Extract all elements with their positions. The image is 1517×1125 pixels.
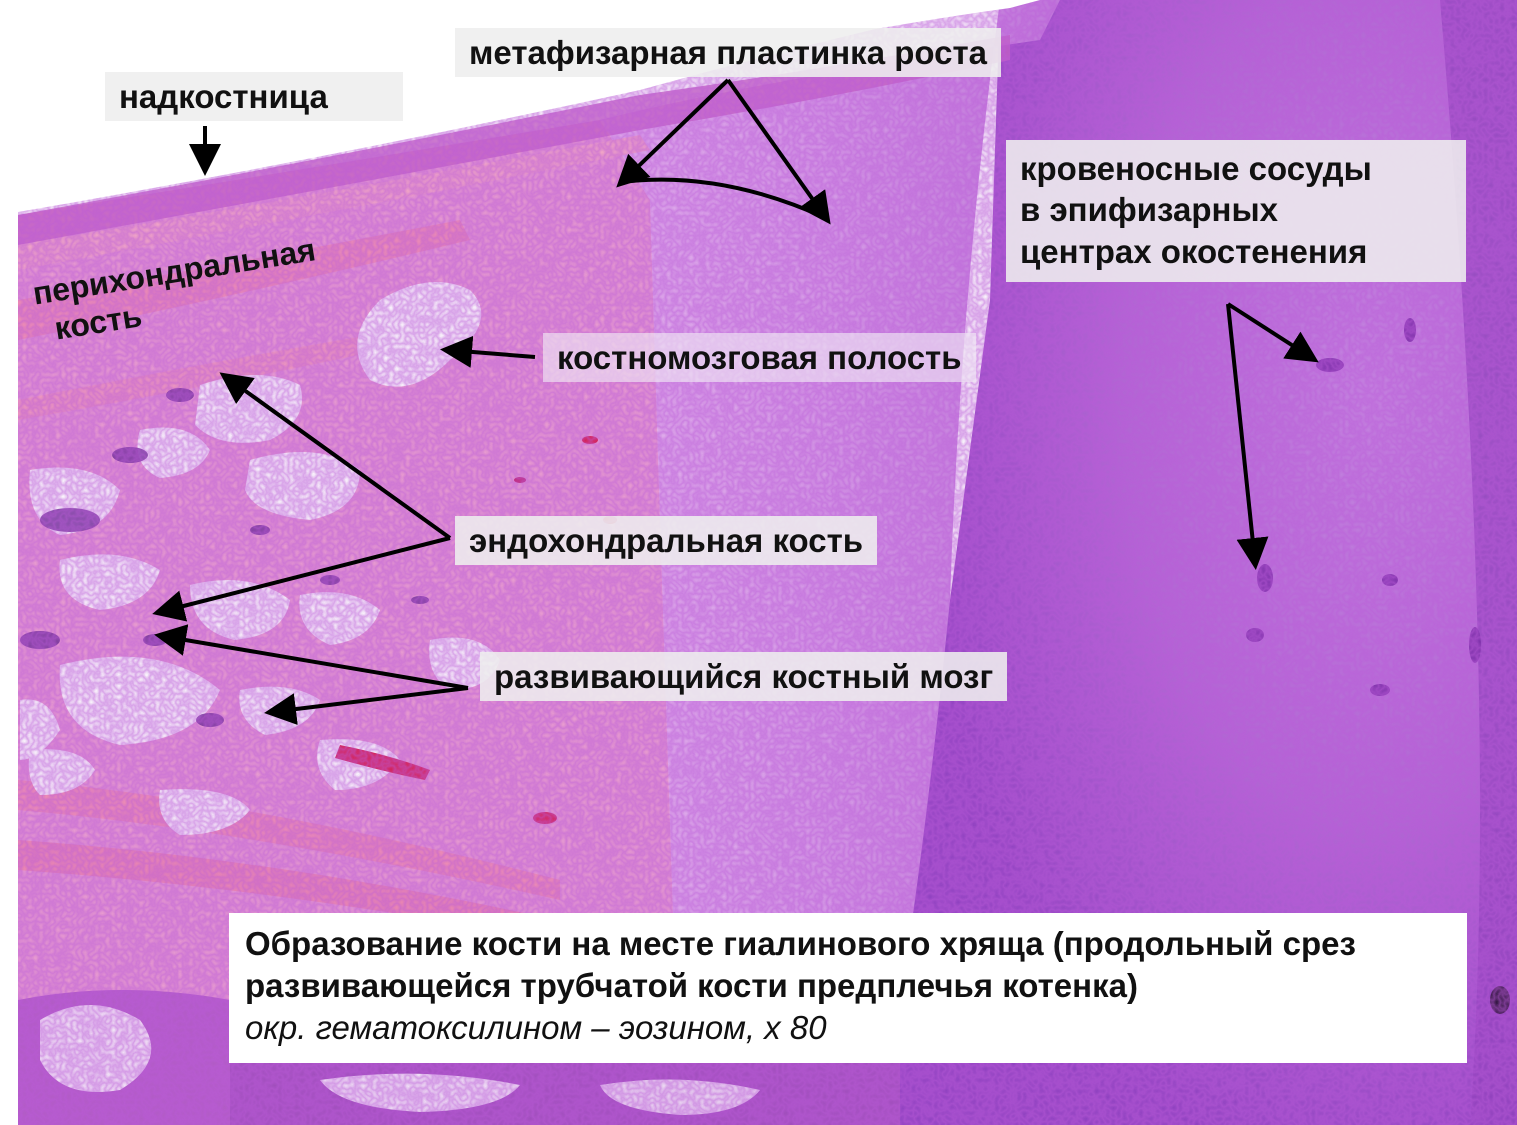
caption-stain: окр. гематоксилином – эозином, х 80 (245, 1008, 827, 1046)
label-metaphyseal-plate: метафизарная пластинка роста (455, 28, 1001, 78)
label-marrow-cavity-text: костномозговая полость (557, 339, 962, 376)
label-endochondral: эндохондральная кость (455, 516, 878, 566)
label-vessels: кровеносные сосуды в эпифизарных центрах… (1006, 140, 1466, 282)
label-periosteum-text: надкостница (119, 78, 328, 115)
label-bone-marrow-text: развивающийся костный мозг (494, 658, 994, 695)
label-vessels-line1: кровеносные сосуды (1020, 150, 1372, 187)
label-marrow-cavity: костномозговая полость (543, 333, 976, 383)
label-bone-marrow: развивающийся костный мозг (480, 652, 1008, 702)
label-vessels-line3: центрах окостенения (1020, 232, 1368, 270)
label-vessels-line2: в эпифизарных (1020, 191, 1279, 229)
label-metaphyseal-text: метафизарная пластинка роста (469, 34, 987, 71)
caption-title: Образование кости на месте гиалинового х… (245, 925, 1356, 1004)
figure-caption: Образование кости на месте гиалинового х… (229, 913, 1467, 1063)
label-periosteum: надкостница (105, 72, 403, 122)
label-endochondral-text: эндохондральная кость (469, 522, 864, 559)
